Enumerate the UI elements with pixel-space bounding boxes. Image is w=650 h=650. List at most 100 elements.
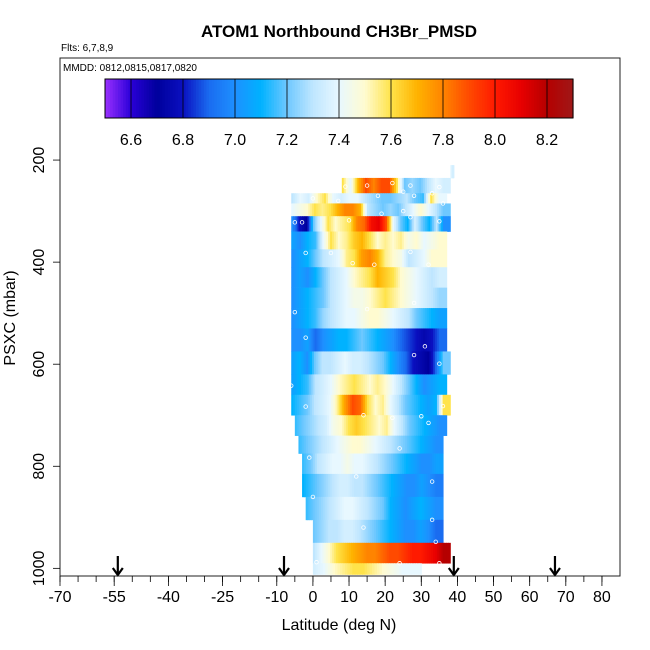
heatmap-cell xyxy=(359,394,362,416)
heatmap-cell xyxy=(372,216,375,232)
heatmap-cell xyxy=(337,267,341,288)
heatmap-cell xyxy=(411,231,415,250)
heatmap-cell xyxy=(326,231,329,250)
colorbar-swatch xyxy=(281,79,285,118)
heatmap-cell xyxy=(355,394,359,416)
heatmap-cell xyxy=(422,435,425,454)
heatmap-cell xyxy=(311,435,315,454)
colorbar-swatch xyxy=(188,79,192,118)
colorbar: 6.6 6.8 7.0 7.2 7.4 7.6 7.8 8.0 8.2 xyxy=(104,78,574,149)
heatmap-cell xyxy=(351,435,355,454)
heatmap-cell xyxy=(435,473,438,498)
heatmap-cell xyxy=(361,328,364,352)
heatmap-cell xyxy=(403,308,407,329)
heatmap-cell xyxy=(295,328,298,352)
heatmap-cell xyxy=(438,415,442,436)
heatmap-cell xyxy=(388,287,391,309)
colorbar-swatch xyxy=(458,79,462,118)
heatmap-cell xyxy=(421,231,424,250)
colorbar-swatch xyxy=(378,79,382,118)
heatmap-cell xyxy=(334,496,337,521)
heatmap-cell xyxy=(323,351,326,375)
heatmap-cell xyxy=(328,496,332,521)
heatmap-cell xyxy=(391,542,394,564)
heatmap-cell xyxy=(397,351,400,375)
heatmap-cell xyxy=(347,177,351,194)
heatmap-cell xyxy=(400,519,404,544)
colorbar-swatch xyxy=(172,79,176,118)
colorbar-swatch xyxy=(341,79,345,118)
x-tick-label: 30 xyxy=(412,589,430,606)
heatmap-cell xyxy=(352,473,355,498)
heatmap-cell xyxy=(304,308,308,329)
heatmap-cell xyxy=(310,231,314,250)
heatmap-cell xyxy=(429,542,432,564)
colorbar-swatch xyxy=(518,79,522,118)
heatmap-cell xyxy=(322,267,325,288)
heatmap-cell xyxy=(320,216,323,232)
heatmap-cell xyxy=(425,177,428,194)
heatmap-cell xyxy=(339,231,343,250)
heatmap-cell xyxy=(293,374,296,396)
heatmap-cell xyxy=(378,496,381,521)
heatmap-cell xyxy=(310,203,313,217)
heatmap-cell xyxy=(333,542,337,564)
heatmap-cell xyxy=(318,216,321,232)
colorbar-swatch xyxy=(385,79,389,118)
heatmap-cell xyxy=(320,249,323,268)
heatmap-cell xyxy=(435,496,438,521)
heatmap-cell xyxy=(411,249,415,268)
colorbar-swatch xyxy=(505,79,509,118)
heatmap-cell xyxy=(386,249,389,268)
heatmap-cell xyxy=(427,267,430,288)
heatmap-cell xyxy=(431,249,434,268)
heatmap-cell xyxy=(405,249,409,268)
heatmap-cell xyxy=(374,473,377,498)
heatmap-cell xyxy=(425,435,429,454)
heatmap-cell xyxy=(372,415,376,436)
heatmap-cell xyxy=(367,563,371,575)
heatmap-cell xyxy=(386,328,389,352)
heatmap-cell xyxy=(437,496,440,521)
heatmap-cell xyxy=(413,193,417,204)
heatmap-cell xyxy=(438,287,442,309)
colorbar-swatch xyxy=(203,79,207,118)
heatmap-cell xyxy=(380,374,384,396)
heatmap-cell xyxy=(387,351,391,375)
heatmap-cell xyxy=(295,374,298,396)
heatmap-cell xyxy=(405,308,409,329)
heatmap-cell xyxy=(353,249,356,268)
heatmap-cell xyxy=(409,287,413,309)
heatmap-cell xyxy=(438,328,442,352)
heatmap-cell xyxy=(413,542,417,564)
heatmap-cell xyxy=(406,415,410,436)
heatmap-cell xyxy=(315,473,318,498)
heatmap-cell xyxy=(320,267,323,288)
heatmap-cell xyxy=(353,435,357,454)
heatmap-cell xyxy=(441,519,444,544)
heatmap-cell xyxy=(383,394,387,416)
heatmap-cell xyxy=(322,563,326,575)
heatmap-cell xyxy=(401,308,405,329)
heatmap-cell xyxy=(372,249,376,268)
heatmap-cell xyxy=(328,328,331,352)
heatmap-cell xyxy=(332,308,335,329)
heatmap-cell xyxy=(405,453,409,475)
heatmap-cell xyxy=(387,542,390,564)
heatmap-cell xyxy=(372,177,376,194)
heatmap-cell xyxy=(438,394,442,416)
heatmap-cell xyxy=(415,249,419,268)
heatmap-cell xyxy=(419,231,422,250)
heatmap-cell xyxy=(435,216,439,232)
heatmap-cell xyxy=(378,328,382,352)
heatmap-cell xyxy=(391,435,395,454)
heatmap-cell xyxy=(318,231,321,250)
heatmap-cell xyxy=(427,231,430,250)
colorbar-swatch xyxy=(404,79,408,118)
heatmap-cell xyxy=(330,267,333,288)
heatmap-cell xyxy=(442,328,446,352)
heatmap-cell xyxy=(444,287,448,309)
heatmap-cell xyxy=(401,267,405,288)
heatmap-cell xyxy=(395,496,398,521)
heatmap-cell xyxy=(349,177,353,194)
